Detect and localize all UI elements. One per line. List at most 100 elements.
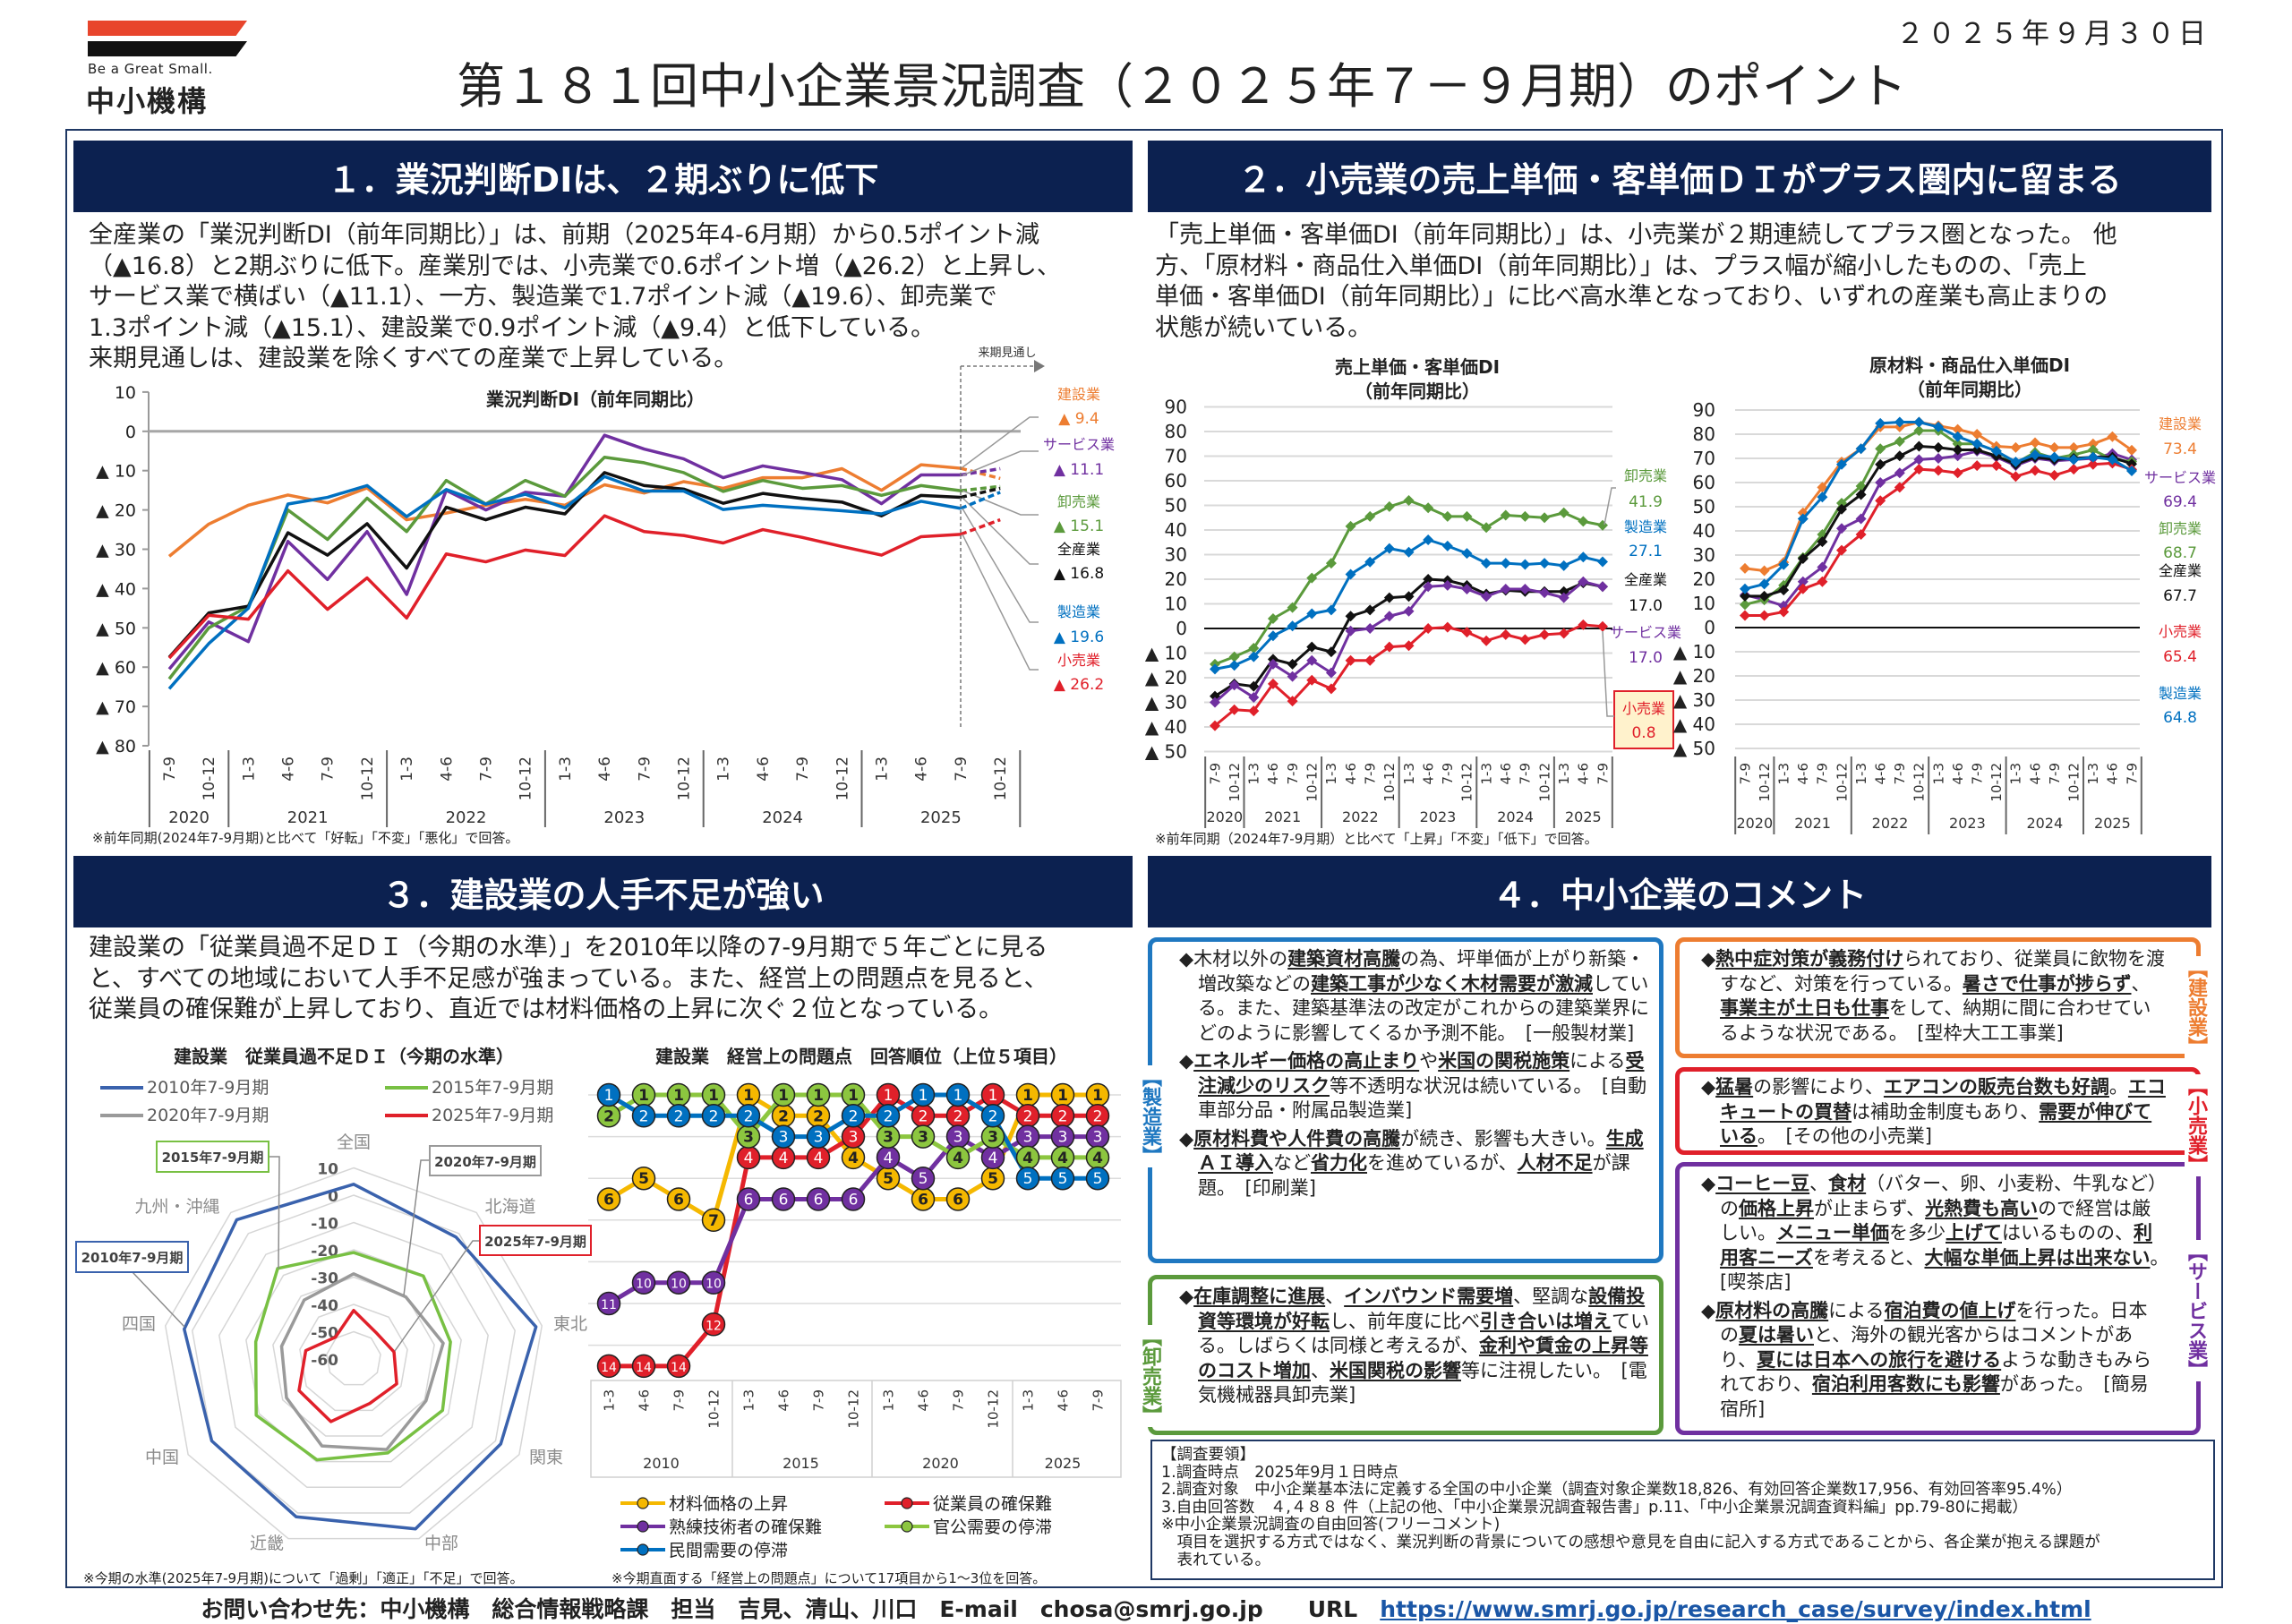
comment-text: は補助金制度もあり、: [1852, 1100, 2040, 1123]
comment-text: があった。: [1999, 1373, 2085, 1395]
comment-emphasis: 需要が伸びている: [1720, 1100, 2152, 1148]
comment-emphasis: 熱中症対策が義務付け: [1715, 948, 1904, 970]
comment-source: [型枠大工工事業]: [1917, 1021, 2064, 1044]
text-line: 単価・客単価DI（前年同期比）」に比べ高水準となっており、いずれの産業も高止まり…: [1155, 283, 2108, 311]
comment-text: による: [1828, 1299, 1885, 1321]
survey-line: 項目を選択する方式ではなく、業況判断の背景についての感想や意見を自由に記入する方…: [1161, 1533, 2100, 1551]
contact-text: お問い合わせ先：中小機構 総合情報戦略課 担当 吉見、清山、川口 E-mail …: [201, 1596, 1381, 1622]
logo-name: 中小機構: [86, 84, 209, 118]
text-line: 1.3ポイント減（▲15.1）、建設業で0.9ポイント減（▲9.4）と低下してい…: [89, 313, 936, 342]
comment-emphasis: エアコンの販売台数も好調: [1883, 1076, 2109, 1098]
comment-text: を行った。日本の: [1720, 1299, 2148, 1346]
text-line: 方、「原材料・商品仕入単価DI（前年同期比）」は、プラス幅が縮小したものの、「売…: [1155, 252, 2087, 280]
comment-text: 、: [1809, 1173, 1829, 1194]
survey-line: 2.調査対象 中小企業基本法に定義する全国の中小企業（調査対象企業数18,826…: [1161, 1481, 2073, 1500]
comment-text: ◆: [1701, 948, 1716, 970]
survey-url-link[interactable]: https://www.smrj.go.jp/research_case/sur…: [1380, 1596, 2091, 1622]
text-line: 「売上単価・客単価DI（前年同期比）」は、小売業が２期連続してプラス圏となった。…: [1155, 221, 2117, 249]
comment-source: [印刷業]: [1244, 1176, 1316, 1199]
comment-emphasis: 受注減少のリスク: [1198, 1050, 1645, 1097]
comment-text: し、前年度に比べ: [1330, 1310, 1480, 1332]
comment: ◆熱中症対策が義務付けられており、従業員に飲物を渡すなど、対策を行っている。暑さ…: [1701, 947, 2166, 1046]
comment-text: している。また、建築基準法の改定がこれからの建築業界にどのように影響してくるか予…: [1198, 972, 1649, 1044]
comment-emphasis: 宿泊利用客数にも影響: [1811, 1373, 2000, 1395]
comment-emphasis: エネルギー価格の高止まり: [1193, 1050, 1420, 1072]
comment-text: 、堅調な: [1513, 1286, 1589, 1307]
comment-text: （バター、卵、小麦粉、牛乳など）の: [1720, 1173, 2158, 1219]
comment-emphasis: 夏は暑い: [1739, 1324, 1814, 1346]
comment-text: を進めているが、: [1367, 1152, 1518, 1174]
comment-text: られており、従業員に飲物を渡すなど、対策を行っている。: [1720, 948, 2166, 995]
comment-emphasis: 建築工事が少なく木材需要が激減: [1311, 972, 1593, 995]
comment-text: など: [1273, 1152, 1311, 1174]
content-frame: [65, 129, 2223, 1588]
text-line: 来期見通しは、建設業を除くすべての産業で上昇している。: [89, 345, 739, 372]
comment-emphasis: インバウンド需要増: [1344, 1286, 1514, 1307]
industry-label-services: 【サービス業】: [2185, 1240, 2207, 1381]
survey-line: ※中小企業景況調査の自由回答(フリーコメント): [1161, 1516, 1501, 1534]
comment-source: [簡易宿所]: [1720, 1373, 2149, 1420]
comment: ◆コーヒー豆、食材（バター、卵、小麦粉、牛乳など）の価格上昇が止まらず、光熱費も…: [1701, 1172, 2166, 1295]
comment-text: を考えると、: [1812, 1246, 1925, 1269]
comment-emphasis: 利用客ニーズ: [1720, 1222, 2152, 1269]
comment: ◆原材料の高騰による宿泊費の値上げを行った。日本の夏は暑いと、海外の観光客からは…: [1701, 1299, 2166, 1423]
comment-text: の影響により、: [1753, 1076, 1884, 1098]
comment-box-manufacturing: ◆木材以外の建築資材高騰の為、坪単価が上がり新築・増改築などの建築工事が少なく木…: [1148, 937, 1663, 1263]
comment-emphasis: 事業主が土日も仕事: [1720, 997, 1889, 1019]
comment-text: 、: [1325, 1286, 1345, 1307]
section2-text: 「売上単価・客単価DI（前年同期比）」は、小売業が２期連続してプラス圏となった。…: [1155, 220, 2117, 344]
comment-text: ような動きもみられており、: [1720, 1348, 2152, 1396]
comment-text: をして、納期に間に合わせているような状況である。: [1720, 997, 2151, 1044]
comment-emphasis: 省力化: [1311, 1152, 1367, 1174]
comment: ◆エネルギー価格の高止まりや米国の関税施策による受注減少のリスク等不透明な状況は…: [1179, 1049, 1652, 1124]
section3-text: 建設業の「従業員過不足ＤＩ（今期の水準）」を2010年以降の7-9月期で５年ごと…: [89, 933, 1048, 1026]
comment-source: [一般製材業]: [1525, 1021, 1635, 1044]
text-line: 状態が続いている。: [1155, 313, 1373, 342]
comment-emphasis: 宿泊費の値上げ: [1884, 1299, 2016, 1321]
comment-emphasis: 価格上昇: [1739, 1197, 1814, 1219]
survey-line: 表れている。: [1161, 1551, 1270, 1569]
comment-emphasis: 原材料費や人件費の高騰: [1193, 1127, 1401, 1150]
comment-source: [その他の小売業]: [1785, 1125, 1932, 1147]
comment-emphasis: 夏には日本への旅行を避ける: [1757, 1348, 2002, 1371]
comment-emphasis: 設備投資等環境が好転: [1198, 1286, 1646, 1332]
comment-emphasis: 建築資材高騰: [1287, 948, 1401, 970]
survey-outline-box: 【調査要領】 1.調査時点 2025年9月１日時点 2.調査対象 中小企業基本法…: [1150, 1440, 2215, 1580]
comment-emphasis: 光熱費も高い: [1925, 1197, 2039, 1219]
comment-emphasis: エコキュートの買替: [1720, 1076, 2166, 1123]
comment-emphasis: 猛暑: [1715, 1076, 1754, 1098]
comment-text: が続き、影響も大きい。: [1400, 1127, 1606, 1150]
comment: ◆在庫調整に進展、インバウンド需要増、堅調な設備投資等環境が好転し、前年度に比べ…: [1179, 1285, 1652, 1408]
comment-emphasis: 原材料の高騰: [1715, 1299, 1829, 1321]
comment-text: 等不透明な状況は続いている。: [1330, 1074, 1583, 1097]
industry-label-manufacturing: 【製造業】: [1139, 1065, 1161, 1167]
comment: ◆木材以外の建築資材高騰の為、坪単価が上がり新築・増改築などの建築工事が少なく木…: [1179, 947, 1652, 1046]
comment-text: や: [1419, 1050, 1439, 1072]
survey-line: 3.自由回答数 ４,４８８ 件（上記の他、「中小企業景況調査報告書」p.11、「…: [1161, 1498, 2028, 1517]
footer-contact: お問い合わせ先：中小機構 総合情報戦略課 担当 吉見、清山、川口 E-mail …: [0, 1592, 2292, 1624]
comment-text: ◆: [1179, 1050, 1194, 1072]
text-line: 従業員の確保難が上昇しており、直近では材料価格の上昇に次ぐ２位となっている。: [89, 996, 1004, 1023]
comment-emphasis: 上げて: [1946, 1222, 2002, 1244]
comment-text: 。: [2150, 1246, 2159, 1269]
comment-emphasis: 在庫調整に進展: [1193, 1286, 1326, 1307]
comment-text: が課題。: [1198, 1152, 1630, 1199]
comment-text: 。: [2108, 1076, 2128, 1098]
comment-text: 。: [1757, 1125, 1767, 1147]
section3-heading: ３．建設業の人手不足が強い: [73, 856, 1133, 927]
comment-text: はいるものの、: [2002, 1222, 2134, 1244]
comment-emphasis: メニュー単価: [1776, 1222, 1889, 1244]
industry-label-wholesale: 【卸売業】: [1139, 1325, 1161, 1427]
survey-line: 1.調査時点 2025年9月１日時点: [1161, 1463, 1398, 1482]
comment-box-construction: ◆熱中症対策が義務付けられており、従業員に飲物を渡すなど、対策を行っている。暑さ…: [1675, 937, 2201, 1058]
comment-text: と、海外の観光客からはコメントがあり、: [1720, 1324, 2134, 1371]
comment-emphasis: 米国の関税施策: [1438, 1050, 1570, 1072]
comment-text: ◆: [1179, 1286, 1194, 1307]
comment-emphasis: 引き合いは増え: [1480, 1310, 1612, 1332]
section2-heading: ２．小売業の売上単価・客単価ＤＩがプラス圏内に留まる: [1148, 141, 2211, 212]
text-line: と、すべての地域において人手不足感が強まっている。また、経営上の問題点を見ると、: [89, 964, 1048, 993]
text-line: 全産業の「業況判断DI（前年同期比）」は、前期（2025年4-6月期）から0.5…: [89, 221, 1040, 249]
comment-emphasis: 暑さで仕事が捗らず: [1962, 972, 2132, 995]
comment-text: ◆: [1179, 1127, 1194, 1150]
comment: ◆原材料費や人件費の高騰が続き、影響も大きい。生成ＡＩ導入など省力化を進めている…: [1179, 1127, 1652, 1201]
